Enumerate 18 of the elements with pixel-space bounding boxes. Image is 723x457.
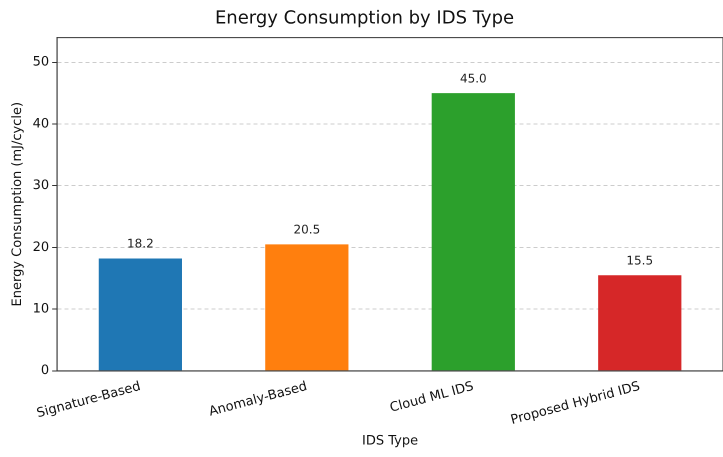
data-label: 20.5 xyxy=(293,222,320,236)
y-tick-label: 20 xyxy=(32,240,50,255)
bar xyxy=(598,275,682,370)
data-label: 15.5 xyxy=(626,253,654,268)
y-tick-label: 40 xyxy=(32,116,50,132)
data-label: 45.0 xyxy=(460,71,487,86)
x-tick-label: Cloud ML IDS xyxy=(388,379,476,416)
y-tick-label: 30 xyxy=(32,178,50,194)
y-axis-title: Energy Consumption (mJ/cycle) xyxy=(10,102,26,306)
chart-title: Energy Consumption by IDS Type xyxy=(214,7,514,28)
bar xyxy=(432,93,515,370)
y-tick-label: 50 xyxy=(32,54,50,70)
bar xyxy=(265,244,348,370)
data-label: 18.2 xyxy=(127,236,154,251)
y-tick-label: 0 xyxy=(40,363,50,378)
x-axis-title: IDS Type xyxy=(362,434,418,449)
y-tick-label: 10 xyxy=(32,302,50,317)
bar xyxy=(98,258,182,370)
